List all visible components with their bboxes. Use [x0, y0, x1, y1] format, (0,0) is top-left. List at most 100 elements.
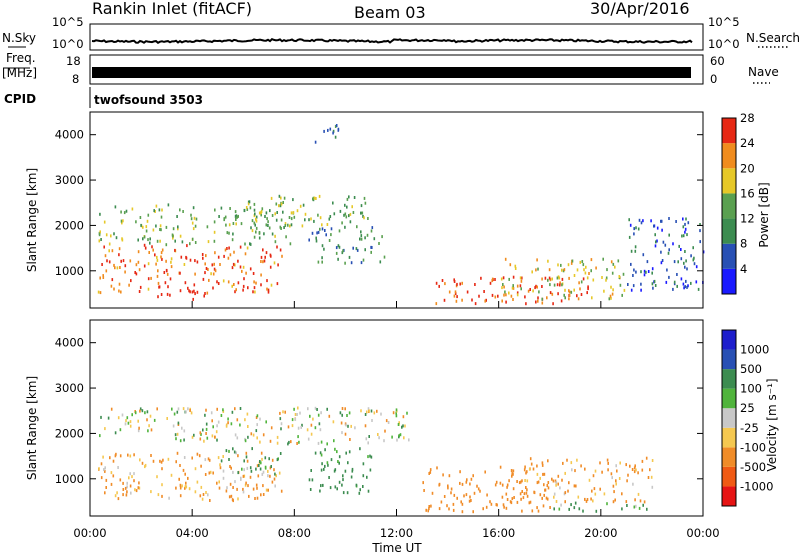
- heatmap-cell: [495, 480, 498, 484]
- heatmap-cell: [512, 487, 515, 491]
- heatmap-cell: [157, 281, 160, 285]
- heatmap-cell: [353, 196, 356, 199]
- heatmap-cell: [571, 259, 574, 263]
- heatmap-cell: [161, 248, 164, 252]
- heatmap-cell: [581, 260, 584, 263]
- heatmap-cell: [222, 455, 224, 458]
- heatmap-cell: [145, 229, 148, 233]
- heatmap-cell: [206, 291, 209, 295]
- colorbar-swatch: [722, 218, 736, 244]
- heatmap-cell: [346, 197, 349, 201]
- heatmap-cell: [203, 294, 205, 298]
- heatmap-cell: [101, 263, 103, 266]
- heatmap-cell: [179, 271, 181, 275]
- heatmap-cell: [98, 467, 100, 471]
- heatmap-cell: [120, 219, 123, 223]
- heatmap-cell: [561, 478, 563, 482]
- heatmap-cell: [192, 297, 194, 301]
- heatmap-cell: [228, 231, 230, 235]
- beam-label: Beam 03: [354, 3, 426, 22]
- heatmap-cell: [201, 253, 204, 256]
- heatmap-cell: [307, 437, 310, 441]
- heatmap-cell: [587, 285, 589, 289]
- heatmap-cell: [516, 480, 518, 483]
- heatmap-cell: [612, 500, 615, 504]
- heatmap-cell: [147, 238, 149, 242]
- heatmap-cell: [461, 502, 464, 506]
- heatmap-cell: [543, 472, 546, 476]
- heatmap-cell: [660, 219, 662, 223]
- nave-tick-top: 60: [710, 54, 725, 68]
- heatmap-cell: [610, 260, 613, 264]
- heatmap-cell: [255, 483, 258, 487]
- heatmap-cell: [119, 266, 121, 269]
- heatmap-cell: [181, 426, 183, 430]
- heatmap-cell: [553, 492, 556, 496]
- heatmap-cell: [156, 239, 159, 243]
- heatmap-cell: [349, 438, 351, 441]
- heatmap-cell: [618, 477, 621, 480]
- heatmap-cell: [160, 460, 163, 464]
- heatmap-cell: [459, 470, 461, 474]
- heatmap-cell: [645, 456, 648, 460]
- heatmap-cell: [253, 286, 256, 290]
- nsky-tick-bottom: 10^0: [52, 37, 84, 51]
- heatmap-cell: [497, 294, 499, 298]
- heatmap-cell: [198, 454, 201, 458]
- heatmap-cell: [366, 475, 368, 479]
- heatmap-cell: [249, 242, 251, 246]
- heatmap-cell: [233, 450, 236, 454]
- heatmap-cell: [156, 475, 158, 479]
- heatmap-cell: [489, 500, 491, 504]
- heatmap-cell: [621, 293, 623, 297]
- x-tick-label: 00:00: [686, 526, 719, 540]
- heatmap-cell: [452, 502, 455, 506]
- heatmap-cell: [205, 267, 208, 270]
- heatmap-cell: [260, 493, 262, 497]
- heatmap-cell: [133, 472, 135, 476]
- heatmap-cell: [193, 283, 196, 287]
- x-tick-label: 12:00: [380, 526, 413, 540]
- heatmap-cell: [255, 281, 257, 285]
- heatmap-cell: [266, 279, 268, 283]
- velocity-y-axis-label: Slant Range [km]: [25, 376, 39, 480]
- heatmap-cell: [284, 224, 287, 227]
- heatmap-cell: [275, 218, 278, 222]
- heatmap-cell: [471, 298, 473, 302]
- heatmap-cell: [230, 494, 233, 498]
- heatmap-cell: [336, 487, 338, 491]
- heatmap-cell: [513, 496, 515, 499]
- heatmap-cell: [167, 203, 170, 207]
- heatmap-cell: [165, 243, 168, 247]
- heatmap-cell: [274, 472, 276, 476]
- heatmap-cell: [309, 488, 312, 491]
- heatmap-cell: [205, 491, 207, 494]
- heatmap-cell: [284, 410, 286, 414]
- heatmap-cell: [633, 466, 636, 470]
- freq-tick-bottom: 8: [72, 72, 79, 86]
- heatmap-cell: [547, 278, 549, 282]
- heatmap-cell: [511, 474, 513, 478]
- heatmap-cell: [204, 292, 206, 295]
- heatmap-cell: [289, 224, 291, 228]
- heatmap-cell: [111, 278, 114, 282]
- heatmap-cell: [266, 217, 268, 221]
- heatmap-cell: [154, 210, 156, 213]
- colorbar-frame: [721, 117, 737, 295]
- heatmap-cell: [213, 220, 216, 224]
- heatmap-cell: [328, 217, 331, 221]
- power-cells: [97, 124, 705, 306]
- heatmap-cell: [179, 289, 182, 293]
- heatmap-cell: [516, 293, 519, 297]
- heatmap-cell: [673, 260, 676, 264]
- heatmap-cell: [139, 407, 142, 411]
- heatmap-cell: [254, 290, 256, 294]
- heatmap-cell: [100, 476, 103, 480]
- heatmap-cell: [225, 223, 227, 227]
- heatmap-cell: [344, 203, 346, 207]
- heatmap-cell: [330, 233, 332, 237]
- heatmap-cell: [425, 508, 427, 512]
- heatmap-cell: [637, 492, 640, 496]
- heatmap-cell: [259, 417, 261, 421]
- heatmap-cell: [314, 406, 317, 410]
